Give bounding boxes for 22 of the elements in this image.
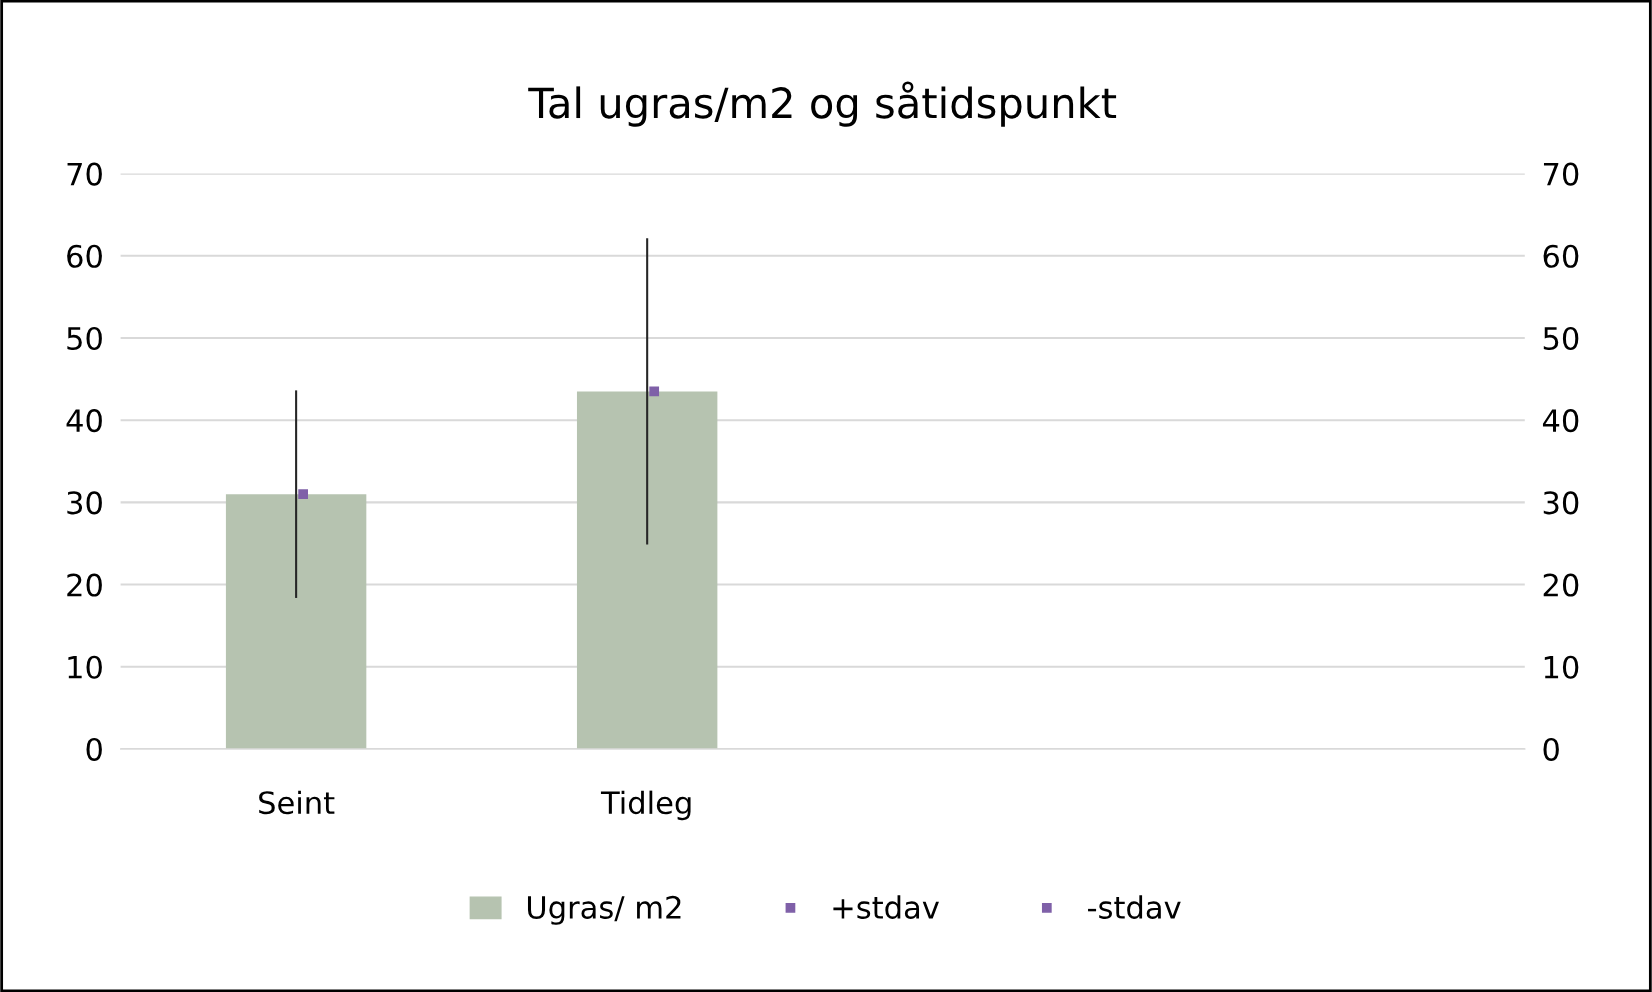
y2-tick-label: 30 [1543, 491, 1579, 515]
y2-tick-label: 20 [1543, 573, 1579, 597]
y2-tick-label: 0 [1543, 737, 1559, 761]
y-tick-label: 50 [67, 326, 102, 351]
y2-tick-label: 10 [1544, 655, 1579, 679]
y-tick-label: 0 [86, 737, 102, 761]
y-tick-label: 60 [67, 244, 102, 268]
y-tick-label: 30 [67, 491, 102, 515]
y-tick-label: 20 [67, 573, 102, 597]
y-tick-label: 10 [68, 655, 102, 679]
legend-label: Ugras/ m2 [527, 895, 681, 925]
y2-tick-label: 60 [1543, 244, 1579, 268]
y2-tick-label: 70 [1543, 162, 1579, 186]
y2-tick-label: 50 [1543, 326, 1579, 351]
legend-label: +stdav [833, 895, 939, 919]
x-tick-label: Seint [259, 790, 335, 815]
y-tick-label: 70 [67, 162, 102, 186]
y-tick-label: 40 [66, 409, 102, 433]
y2-tick-label: 40 [1542, 409, 1579, 433]
legend-label: -stdav [1088, 895, 1181, 919]
chart-title: Tal ugras/m2 og såtidspunkt [528, 81, 1117, 127]
x-tick-label: Tidleg [600, 790, 691, 821]
